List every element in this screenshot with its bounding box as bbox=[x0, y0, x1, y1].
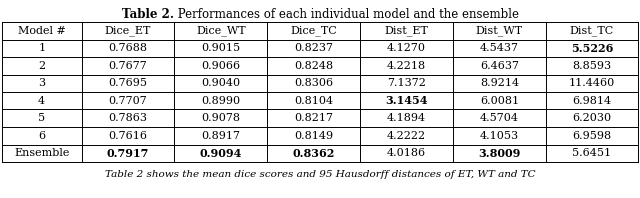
Text: Table 2.: Table 2. bbox=[122, 8, 173, 21]
Text: Model #: Model # bbox=[18, 26, 66, 36]
Text: Dist_TC: Dist_TC bbox=[570, 25, 614, 36]
Text: 0.7863: 0.7863 bbox=[108, 113, 147, 123]
Text: 5.6451: 5.6451 bbox=[572, 148, 611, 158]
Text: 6.9598: 6.9598 bbox=[572, 131, 611, 141]
Text: 0.8104: 0.8104 bbox=[294, 96, 333, 106]
Text: 0.7677: 0.7677 bbox=[109, 61, 147, 71]
Text: 4.1053: 4.1053 bbox=[480, 131, 519, 141]
Text: 0.9040: 0.9040 bbox=[201, 78, 241, 88]
Text: Ensemble: Ensemble bbox=[14, 148, 69, 158]
Text: 8.9214: 8.9214 bbox=[480, 78, 519, 88]
Text: Dice_ET: Dice_ET bbox=[105, 25, 151, 36]
Text: 0.8248: 0.8248 bbox=[294, 61, 333, 71]
Text: 6.0081: 6.0081 bbox=[480, 96, 519, 106]
Text: 0.8917: 0.8917 bbox=[202, 131, 240, 141]
Text: 3.1454: 3.1454 bbox=[385, 95, 428, 106]
Text: 7.1372: 7.1372 bbox=[387, 78, 426, 88]
Text: 0.8149: 0.8149 bbox=[294, 131, 333, 141]
Text: 0.8306: 0.8306 bbox=[294, 78, 333, 88]
Text: 0.8217: 0.8217 bbox=[294, 113, 333, 123]
Text: 2: 2 bbox=[38, 61, 45, 71]
Text: 5.5226: 5.5226 bbox=[571, 43, 613, 54]
Text: Table 2 shows the mean dice scores and 95 Hausdorff distances of ET, WT and TC: Table 2 shows the mean dice scores and 9… bbox=[105, 170, 535, 179]
Text: 0.9015: 0.9015 bbox=[201, 43, 241, 53]
Text: 8.8593: 8.8593 bbox=[572, 61, 611, 71]
Text: 3.8009: 3.8009 bbox=[478, 148, 520, 159]
Text: 0.8362: 0.8362 bbox=[292, 148, 335, 159]
Text: 4.1894: 4.1894 bbox=[387, 113, 426, 123]
Text: 0.9066: 0.9066 bbox=[201, 61, 241, 71]
Text: Dist_WT: Dist_WT bbox=[476, 25, 523, 36]
Text: 0.8237: 0.8237 bbox=[294, 43, 333, 53]
Text: 0.8990: 0.8990 bbox=[201, 96, 241, 106]
Text: 4.0186: 4.0186 bbox=[387, 148, 426, 158]
Text: Dice_TC: Dice_TC bbox=[291, 25, 337, 36]
Text: 1: 1 bbox=[38, 43, 45, 53]
Text: 0.7688: 0.7688 bbox=[108, 43, 147, 53]
Text: 0.7917: 0.7917 bbox=[107, 148, 149, 159]
Text: 0.7695: 0.7695 bbox=[108, 78, 147, 88]
Text: 6: 6 bbox=[38, 131, 45, 141]
Text: 4.5704: 4.5704 bbox=[480, 113, 519, 123]
Text: 3: 3 bbox=[38, 78, 45, 88]
Text: 6.9814: 6.9814 bbox=[572, 96, 611, 106]
Text: Dice_WT: Dice_WT bbox=[196, 25, 246, 36]
Text: 0.7707: 0.7707 bbox=[109, 96, 147, 106]
Text: Dist_ET: Dist_ET bbox=[385, 25, 428, 36]
Text: 0.9078: 0.9078 bbox=[202, 113, 240, 123]
Text: 11.4460: 11.4460 bbox=[569, 78, 615, 88]
Text: 5: 5 bbox=[38, 113, 45, 123]
Text: 6.4637: 6.4637 bbox=[480, 61, 519, 71]
Text: 4.5437: 4.5437 bbox=[480, 43, 519, 53]
Text: 6.2030: 6.2030 bbox=[572, 113, 611, 123]
Text: 4.2218: 4.2218 bbox=[387, 61, 426, 71]
Text: 4: 4 bbox=[38, 96, 45, 106]
Text: Performances of each individual model and the ensemble: Performances of each individual model an… bbox=[173, 8, 518, 21]
Text: 0.7616: 0.7616 bbox=[108, 131, 147, 141]
Text: 0.9094: 0.9094 bbox=[200, 148, 242, 159]
Text: 4.2222: 4.2222 bbox=[387, 131, 426, 141]
Text: 4.1270: 4.1270 bbox=[387, 43, 426, 53]
